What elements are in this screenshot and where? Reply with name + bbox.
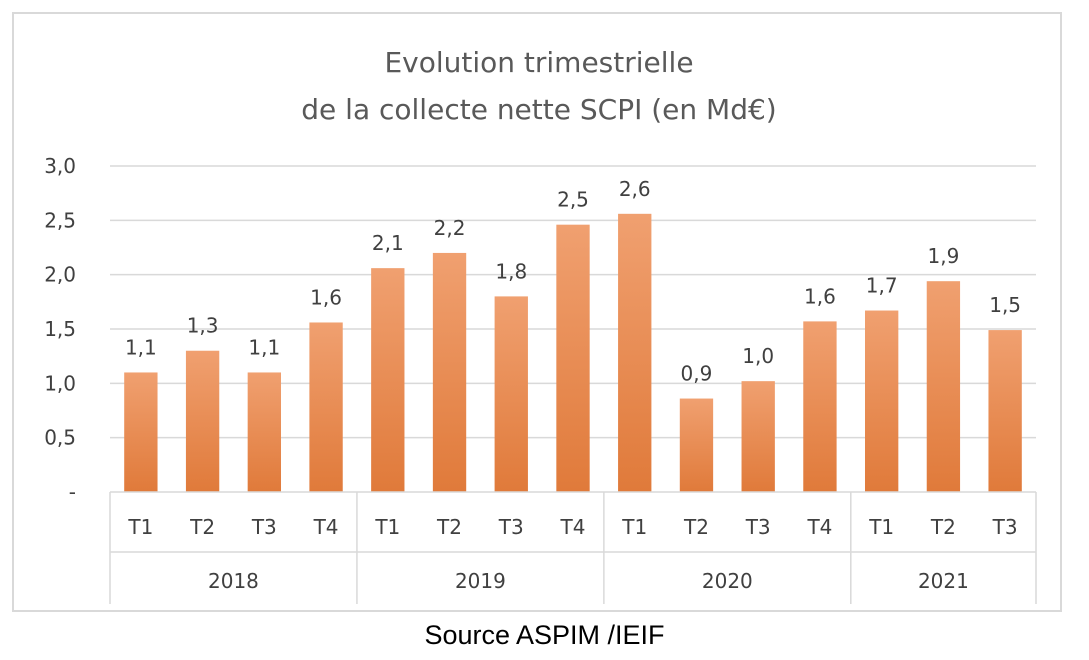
data-label: 2,5	[557, 188, 589, 212]
y-tick-label: 2,0	[44, 263, 76, 287]
bar	[864, 310, 899, 492]
axis-layer: - 0,5 1,0 1,5 2,0 2,5 3,0 T1 T2 T3 T4 T1 T2 T3 T4 T1 T2 T…	[44, 154, 1037, 604]
data-label: 1,3	[187, 314, 219, 338]
year-group-label: 2020	[702, 569, 753, 593]
category-label: T2	[683, 515, 709, 539]
category-label: T1	[374, 515, 400, 539]
year-group-label: 2018	[208, 569, 259, 593]
bar	[371, 268, 405, 492]
category-label: T3	[251, 515, 277, 539]
data-label: 1,0	[742, 344, 774, 368]
data-label: 1,1	[125, 335, 157, 359]
year-group-label: 2019	[455, 569, 506, 593]
data-label: 1,5	[989, 293, 1021, 317]
category-label: T4	[313, 515, 339, 539]
bar	[247, 372, 282, 492]
category-label: T3	[498, 515, 524, 539]
bar	[803, 321, 837, 492]
data-label: 1,8	[495, 259, 527, 283]
chart-title-line-1: Evolution trimestrielle	[384, 46, 693, 79]
chart-frame: Evolution trimestrielle de la collecte n…	[12, 12, 1062, 612]
category-label: T4	[560, 515, 586, 539]
bar	[494, 296, 528, 492]
data-label: 1,9	[927, 244, 959, 268]
data-label: 2,1	[372, 231, 404, 255]
bar	[124, 372, 158, 492]
category-label: T3	[992, 515, 1018, 539]
source-caption: Source ASPIM /IEIF	[424, 620, 665, 650]
y-tick-label: 1,5	[44, 317, 76, 341]
y-tick-label: 3,0	[44, 154, 76, 178]
data-label: 0,9	[681, 362, 713, 386]
y-tick-label: 2,5	[44, 208, 76, 232]
category-label: T1	[868, 515, 894, 539]
bar	[741, 381, 775, 492]
data-label: 2,2	[434, 216, 466, 240]
category-label: T1	[127, 515, 153, 539]
category-label: T4	[806, 515, 832, 539]
bar-layer: 1,1 1,3 1,1 1,6 2,1 2,2 1,8 2,5 2,6 0,9 1,0 1,6 1,7 1…	[124, 177, 1022, 492]
chart-svg: Evolution trimestrielle de la collecte n…	[44, 46, 1037, 604]
year-group-label: 2021	[918, 569, 969, 593]
bar	[679, 398, 714, 492]
data-label: 2,6	[619, 177, 651, 201]
bar	[618, 213, 652, 492]
bar	[185, 350, 220, 492]
category-label: T2	[436, 515, 462, 539]
bar	[556, 224, 590, 492]
bar	[309, 322, 343, 492]
category-label: T2	[930, 515, 956, 539]
data-label: 1,6	[310, 285, 342, 309]
y-tick-label: -	[69, 480, 76, 504]
bar	[988, 330, 1022, 492]
category-label: T3	[745, 515, 771, 539]
bar	[926, 281, 961, 492]
data-label: 1,7	[866, 274, 898, 298]
chart-title-line-2: de la collecte nette SCPI (en Md€)	[301, 93, 776, 126]
category-label: T2	[189, 515, 215, 539]
data-label: 1,6	[804, 284, 836, 308]
bar	[432, 252, 467, 492]
data-label: 1,1	[248, 335, 280, 359]
category-label: T1	[621, 515, 647, 539]
y-tick-label: 0,5	[44, 426, 76, 450]
y-tick-label: 1,0	[44, 371, 76, 395]
